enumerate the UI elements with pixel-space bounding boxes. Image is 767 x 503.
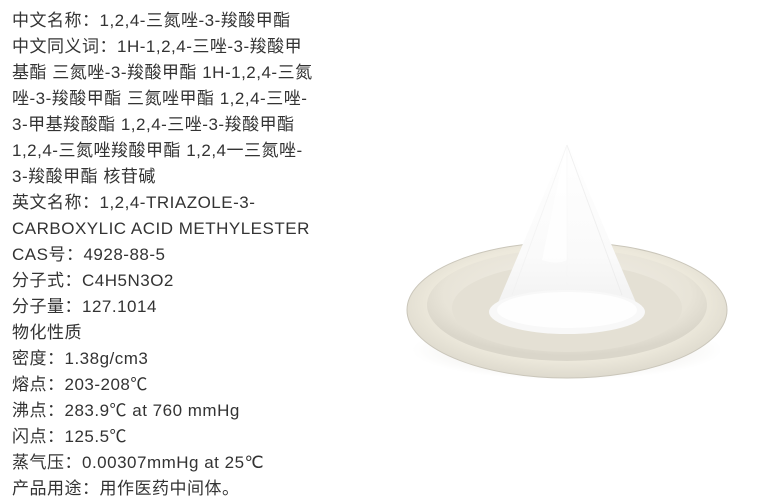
chemical-info-panel: 中文名称：1,2,4-三氮唑-3-羧酸甲酯 中文同义词：1H-1,2,4-三唑-…	[12, 8, 372, 502]
weight-label: 分子量：	[12, 297, 82, 316]
synonyms-value-5: 1,2,4-三氮唑羧酸甲酯 1,2,4一三氮唑-	[12, 141, 303, 160]
use-label: 产品用途：	[12, 479, 100, 498]
chinese-name-row: 中文名称：1,2,4-三氮唑-3-羧酸甲酯	[12, 8, 372, 34]
synonyms-value-3: 唑-3-羧酸甲酯 三氮唑甲酯 1,2,4-三唑-	[12, 89, 307, 108]
synonyms-row-6: 3-羧酸甲酯 核苷碱	[12, 164, 372, 190]
weight-value: 127.1014	[82, 297, 157, 316]
synonyms-value-6: 3-羧酸甲酯 核苷碱	[12, 167, 156, 186]
synonyms-row-3: 唑-3-羧酸甲酯 三氮唑甲酯 1,2,4-三唑-	[12, 86, 372, 112]
synonyms-value-1: 1H-1,2,4-三唑-3-羧酸甲	[117, 37, 302, 56]
chinese-name-label: 中文名称：	[12, 11, 100, 30]
vapor-label: 蒸气压：	[12, 453, 82, 472]
synonyms-value-4: 3-甲基羧酸酯 1,2,4-三唑-3-羧酸甲酯	[12, 115, 295, 134]
english-name-value-2: CARBOXYLIC ACID METHYLESTER	[12, 219, 310, 238]
english-name-label: 英文名称：	[12, 193, 100, 212]
density-value: 1.38g/cm3	[65, 349, 149, 368]
physical-props-header: 物化性质	[12, 320, 372, 346]
chinese-name-value: 1,2,4-三氮唑-3-羧酸甲酯	[100, 11, 291, 30]
use-row: 产品用途：用作医药中间体。	[12, 476, 372, 502]
cas-label: CAS号：	[12, 245, 83, 264]
vapor-row: 蒸气压：0.00307mmHg at 25℃	[12, 450, 372, 476]
flash-value: 125.5℃	[65, 427, 128, 446]
density-label: 密度：	[12, 349, 65, 368]
use-value: 用作医药中间体。	[100, 479, 240, 498]
cas-value: 4928-88-5	[83, 245, 165, 264]
vapor-value: 0.00307mmHg at 25℃	[82, 453, 264, 472]
english-name-value-1: 1,2,4-TRIAZOLE-3-	[100, 193, 256, 212]
boiling-label: 沸点：	[12, 401, 65, 420]
formula-row: 分子式：C4H5N3O2	[12, 268, 372, 294]
formula-label: 分子式：	[12, 271, 82, 290]
product-image	[387, 80, 747, 400]
synonyms-row-2: 基酯 三氮唑-3-羧酸甲酯 1H-1,2,4-三氮	[12, 60, 372, 86]
physical-props-label: 物化性质	[12, 323, 82, 342]
english-name-row-2: CARBOXYLIC ACID METHYLESTER	[12, 216, 372, 242]
synonyms-row-4: 3-甲基羧酸酯 1,2,4-三唑-3-羧酸甲酯	[12, 112, 372, 138]
melting-label: 熔点：	[12, 375, 65, 394]
synonyms-row-5: 1,2,4-三氮唑羧酸甲酯 1,2,4一三氮唑-	[12, 138, 372, 164]
formula-value: C4H5N3O2	[82, 271, 174, 290]
synonyms-value-2: 基酯 三氮唑-3-羧酸甲酯 1H-1,2,4-三氮	[12, 63, 313, 82]
boiling-row: 沸点：283.9℃ at 760 mmHg	[12, 398, 372, 424]
boiling-value: 283.9℃ at 760 mmHg	[65, 401, 240, 420]
melting-row: 熔点：203-208℃	[12, 372, 372, 398]
melting-value: 203-208℃	[65, 375, 148, 394]
cas-row: CAS号：4928-88-5	[12, 242, 372, 268]
english-name-row-1: 英文名称：1,2,4-TRIAZOLE-3-	[12, 190, 372, 216]
weight-row: 分子量：127.1014	[12, 294, 372, 320]
synonyms-row-1: 中文同义词：1H-1,2,4-三唑-3-羧酸甲	[12, 34, 372, 60]
flash-row: 闪点：125.5℃	[12, 424, 372, 450]
synonyms-label: 中文同义词：	[12, 37, 117, 56]
flash-label: 闪点：	[12, 427, 65, 446]
density-row: 密度：1.38g/cm3	[12, 346, 372, 372]
